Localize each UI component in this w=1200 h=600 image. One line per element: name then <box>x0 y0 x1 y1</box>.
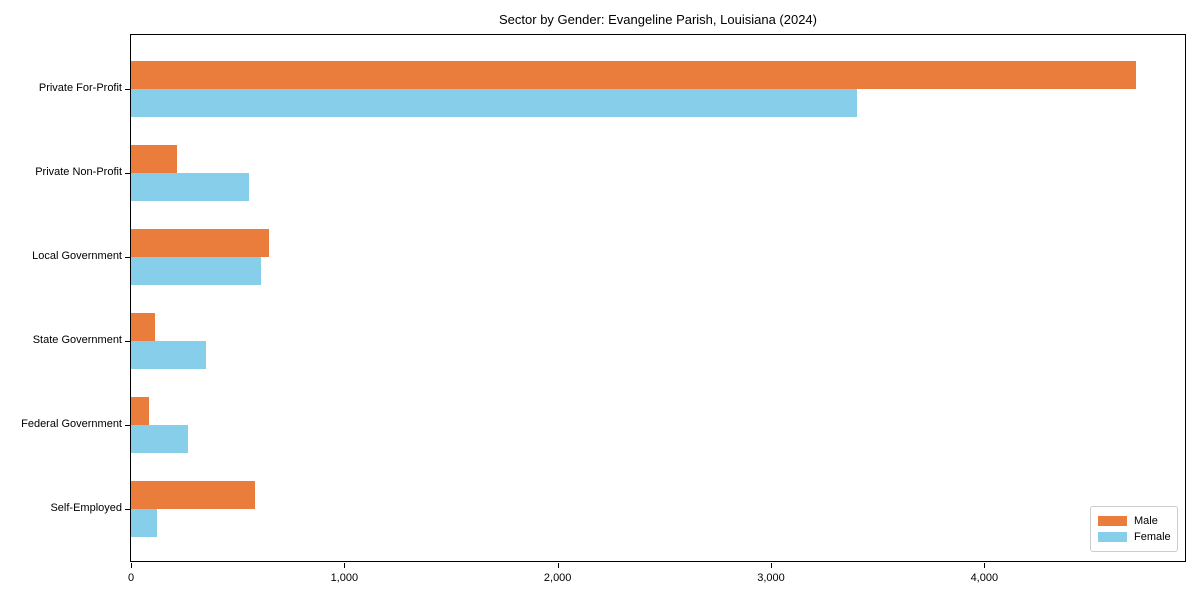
x-axis-tick-label: 2,000 <box>543 572 572 584</box>
legend-label-male: Male <box>1134 514 1158 527</box>
bar-male-private-for-profit <box>131 61 1136 89</box>
y-axis-label-state-government: State Government <box>32 334 122 346</box>
plot-area: 0 1,000 2,000 3,000 4,000 <box>125 34 1186 584</box>
x-axis-tick <box>771 563 772 568</box>
y-axis-label-self-employed: Self-Employed <box>50 502 122 514</box>
legend: Male Female <box>1090 506 1178 552</box>
y-axis-label-federal-government: Federal Government <box>21 418 122 430</box>
bar-male-federal-government <box>131 397 150 425</box>
y-axis-label-private-for-profit: Private For-Profit <box>38 82 122 94</box>
x-axis-tick <box>557 563 559 568</box>
x-axis-tick <box>984 563 986 568</box>
bar-male-local-government <box>131 229 269 257</box>
x-axis-tick-label: 4,000 <box>970 572 999 584</box>
x-axis-tick-label: 0 <box>127 572 135 584</box>
legend-entry-male: Male <box>1098 514 1170 527</box>
y-axis-tick <box>125 341 130 342</box>
legend-entry-female: Female <box>1098 530 1171 543</box>
bar-male-self-employed <box>131 481 255 509</box>
y-axis-tick <box>125 509 130 510</box>
x-axis-tick-label: 1,000 <box>330 572 359 584</box>
y-axis-tick <box>125 425 130 426</box>
bar-female-state-government <box>131 341 206 369</box>
y-axis-tick <box>125 173 130 174</box>
chart-title: Sector by Gender: Evangeline Parish, Lou… <box>499 12 817 27</box>
x-axis-tick <box>131 563 132 568</box>
legend-swatch-male <box>1098 516 1127 526</box>
legend-label-female: Female <box>1134 530 1171 543</box>
bar-female-self-employed <box>131 509 157 537</box>
x-axis-tick <box>344 563 346 568</box>
legend-swatch-female <box>1098 532 1127 542</box>
y-axis-tick <box>125 257 130 258</box>
bar-female-federal-government <box>131 425 188 453</box>
bar-male-private-non-profit <box>131 145 177 173</box>
bar-female-local-government <box>131 257 262 285</box>
y-axis-tick <box>125 89 130 90</box>
y-axis-label-local-government: Local Government <box>32 250 122 262</box>
y-axis-label-private-non-profit: Private Non-Profit <box>35 166 122 178</box>
bar-male-state-government <box>131 313 155 341</box>
bar-female-private-non-profit <box>131 173 250 201</box>
bar-female-private-for-profit <box>131 89 858 117</box>
x-axis-tick-label: 3,000 <box>757 572 785 584</box>
